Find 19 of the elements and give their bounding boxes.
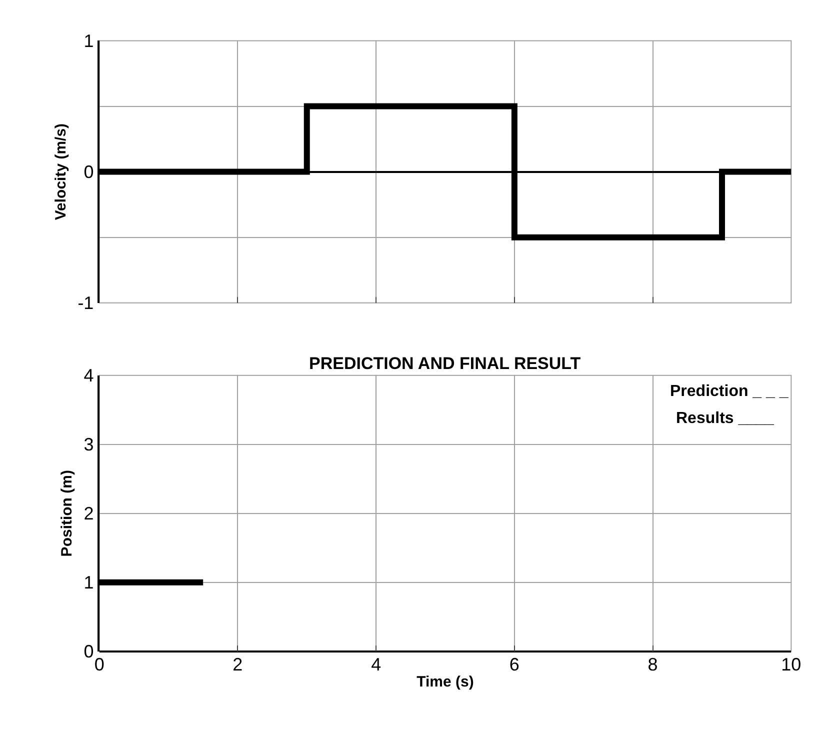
chart-title: PREDICTION AND FINAL RESULT xyxy=(309,354,582,373)
y-tick-label: -1 xyxy=(78,293,94,314)
y-tick-label: 1 xyxy=(84,572,94,593)
y-axis-title: Position (m) xyxy=(58,470,76,557)
y-tick-label: 1 xyxy=(84,31,94,51)
x-tick-label: 2 xyxy=(232,654,243,674)
y-tick-label: 0 xyxy=(84,162,94,182)
y-tick-label: 3 xyxy=(84,434,94,455)
y-tick-label: 0 xyxy=(84,642,94,662)
annotation: Results ____ xyxy=(676,410,775,427)
y-axis-title: Velocity (m/s) xyxy=(52,123,70,220)
x-tick-label: 4 xyxy=(371,654,382,674)
x-tick-label: 10 xyxy=(781,654,802,674)
annotation: Prediction _ _ _ xyxy=(670,383,790,400)
x-axis-title: Time (s) xyxy=(416,673,474,690)
x-tick-label: 8 xyxy=(648,654,658,674)
y-tick-label: 2 xyxy=(84,504,94,524)
y-tick-label: 4 xyxy=(84,366,94,386)
x-tick-label: 6 xyxy=(509,654,520,674)
